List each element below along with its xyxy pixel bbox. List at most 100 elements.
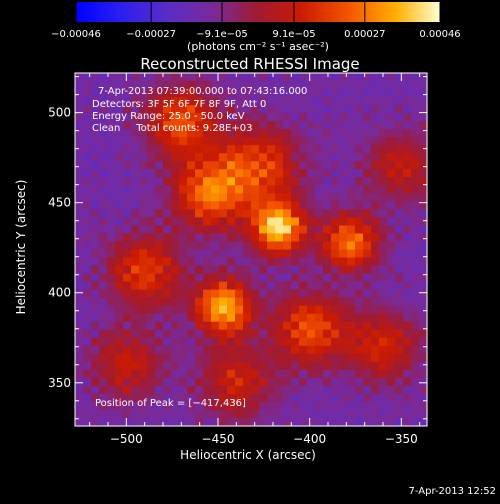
heatmap-pixel [195, 81, 204, 90]
heatmap-pixel [363, 225, 372, 235]
heatmap-pixel [171, 409, 180, 419]
heatmap-pixel [107, 217, 116, 227]
heatmap-pixel [291, 129, 300, 138]
heatmap-pixel [339, 321, 348, 331]
heatmap-pixel [91, 185, 100, 194]
heatmap-pixel [235, 217, 244, 227]
heatmap-pixel [163, 345, 172, 355]
heatmap-pixel [259, 89, 268, 98]
heatmap-pixel [395, 369, 404, 379]
heatmap-pixel [323, 193, 332, 202]
heatmap-pixel [259, 137, 268, 146]
heatmap-pixel [123, 305, 132, 315]
heatmap-pixel [259, 393, 268, 403]
heatmap-pixel [275, 297, 284, 307]
heatmap-pixel [91, 345, 100, 355]
heatmap-pixel [267, 265, 276, 275]
heatmap-pixel [251, 241, 260, 251]
heatmap-pixel [99, 345, 108, 355]
heatmap-pixel [123, 73, 132, 82]
heatmap-pixel [139, 305, 148, 315]
heatmap-pixel [363, 345, 372, 355]
heatmap-pixel [259, 385, 268, 395]
heatmap-pixel [307, 113, 316, 122]
heatmap-pixel [283, 297, 292, 307]
heatmap-pixel [147, 161, 156, 170]
heatmap-pixel [243, 121, 252, 130]
heatmap-pixel [179, 321, 188, 331]
heatmap-pixel [275, 73, 284, 82]
heatmap-pixel [363, 273, 372, 283]
heatmap-pixel [363, 137, 372, 146]
heatmap-pixel [107, 281, 116, 291]
heatmap-pixel [403, 153, 412, 162]
heatmap-pixel [379, 201, 388, 210]
heatmap-pixel [315, 241, 324, 251]
heatmap-pixel [395, 73, 404, 82]
heatmap-pixel [363, 201, 372, 210]
heatmap-pixel [291, 217, 300, 227]
heatmap-pixel [131, 257, 140, 267]
heatmap-pixel [251, 313, 260, 323]
heatmap-pixel [267, 289, 276, 299]
heatmap-pixel [227, 169, 236, 178]
heatmap-pixel [91, 385, 100, 395]
heatmap-pixel [155, 137, 164, 146]
heatmap-pixel [163, 273, 172, 283]
heatmap-pixel [411, 105, 420, 114]
heatmap-pixel [291, 321, 300, 331]
heatmap-pixel [355, 249, 364, 259]
heatmap-pixel [363, 209, 372, 219]
heatmap-pixel [171, 417, 180, 427]
heatmap-pixel [387, 385, 396, 395]
heatmap-pixel [283, 313, 292, 323]
heatmap-pixel [123, 161, 132, 170]
heatmap-pixel [219, 369, 228, 379]
heatmap-pixel [283, 225, 292, 235]
heatmap-pixel [275, 129, 284, 138]
heatmap-pixel [419, 201, 428, 210]
heatmap-pixel [227, 257, 236, 267]
heatmap-pixel [355, 225, 364, 235]
heatmap-pixel [219, 249, 228, 259]
heatmap-pixel [251, 177, 260, 186]
heatmap-pixel [395, 281, 404, 291]
heatmap-pixel [243, 97, 252, 106]
heatmap-pixel [243, 153, 252, 162]
heatmap-pixel [107, 377, 116, 387]
heatmap-pixel [187, 97, 196, 106]
heatmap-pixel [99, 393, 108, 403]
heatmap-pixel [339, 257, 348, 267]
heatmap-pixel [331, 169, 340, 178]
heatmap-pixel [307, 145, 316, 154]
heatmap-pixel [395, 353, 404, 363]
heatmap-pixel [179, 361, 188, 371]
heatmap-pixel [403, 305, 412, 315]
heatmap-pixel [419, 73, 428, 82]
heatmap-pixel [107, 73, 116, 82]
heatmap-pixel [203, 73, 212, 82]
heatmap-pixel [267, 233, 276, 243]
heatmap-pixel [139, 81, 148, 90]
heatmap-pixel [91, 161, 100, 170]
heatmap-pixel [251, 353, 260, 363]
heatmap-pixel [259, 329, 268, 339]
heatmap-pixel [219, 257, 228, 267]
heatmap-pixel [219, 169, 228, 178]
heatmap-pixel [283, 337, 292, 347]
heatmap-pixel [123, 113, 132, 122]
heatmap-pixel [203, 281, 212, 291]
heatmap-pixel [99, 265, 108, 275]
heatmap-pixel [275, 177, 284, 186]
heatmap-pixel [315, 297, 324, 307]
heatmap-pixel [219, 121, 228, 130]
heatmap-pixel [363, 73, 372, 82]
heatmap-pixel [227, 161, 236, 170]
heatmap-pixel [227, 305, 236, 315]
heatmap-pixel [163, 193, 172, 202]
heatmap-pixel [283, 345, 292, 355]
heatmap-pixel [331, 329, 340, 339]
heatmap-pixel [331, 377, 340, 387]
heatmap-pixel [323, 89, 332, 98]
